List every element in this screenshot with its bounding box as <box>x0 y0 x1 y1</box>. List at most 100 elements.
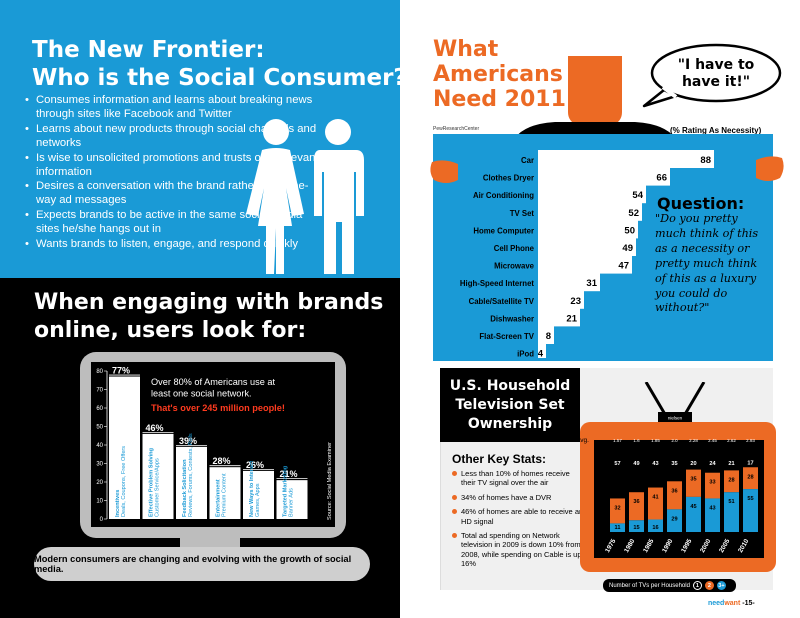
tv-segment-value: 28 <box>747 474 753 480</box>
key-stat-item: 34% of homes have a DVR <box>452 493 584 502</box>
footer-need: need <box>708 600 725 607</box>
y-tick-label: 10 <box>96 499 103 505</box>
tv-bar-segment <box>743 489 758 532</box>
bar <box>276 480 308 519</box>
monitor-highlight: That's over 245 million people! <box>151 403 285 413</box>
tv-segment-value: 36 <box>633 499 639 505</box>
category-label: Incentives Deals, Coupons, Free Offers <box>115 446 127 517</box>
y-tick-label: 50 <box>96 425 103 431</box>
bar-value-label: 28% <box>213 456 231 466</box>
footer-want: want <box>724 600 741 607</box>
category-detail: Premium Content <box>222 473 228 517</box>
social-consumer-item: Expects brands to be active in the same … <box>24 209 324 237</box>
necessity-value: 52 <box>628 208 639 219</box>
necessity-bar <box>538 202 642 221</box>
necessity-category: Microwave <box>494 262 535 271</box>
title-line-2: Who is the Social Consumer? <box>32 65 407 91</box>
key-stat-item: Less than 10% of homes receive their TV … <box>452 469 584 488</box>
key-stats-title: Other Key Stats: <box>452 452 547 466</box>
social-consumer-item: Learns about new products through social… <box>24 123 324 151</box>
necessity-value: 47 <box>618 261 629 272</box>
right-hand-icon <box>756 156 784 181</box>
necessity-value: 4 <box>538 349 544 358</box>
pew-source: PewResearchCenter <box>433 126 480 132</box>
bar <box>176 446 207 519</box>
tv-bar-segment <box>705 454 720 473</box>
bar-value-label: 21% <box>280 469 298 479</box>
monitor-stand <box>180 538 240 548</box>
social-consumer-title: The New Frontier: Who is the Social Cons… <box>32 36 407 92</box>
tv-bar-segment <box>610 454 625 499</box>
legend-dot-2: 2 <box>704 581 714 590</box>
category-name: New Ways to Interact <box>249 461 255 517</box>
avg-value: 2.62 <box>727 438 736 443</box>
bubble-text-1: "I have to <box>678 57 755 73</box>
title-line-1: The New Frontier: <box>32 37 265 63</box>
necessity-bar <box>538 255 632 274</box>
brand-engagement-chart: 0 10 20 30 40 50 60 70 80 77% Incentives Deals, Cou… <box>96 366 333 523</box>
engaging-title: When engaging with brands online, users … <box>34 289 383 345</box>
tv-bar-segment <box>667 509 682 532</box>
tv-segment-value: 55 <box>747 496 753 502</box>
tv-bar-segment <box>705 472 720 499</box>
necessity-category: TV Set <box>510 209 535 218</box>
tv-bar-segment <box>743 467 758 490</box>
legend-dot-3: 3+ <box>716 581 726 590</box>
tv-legend-label: Number of TVs per Household <box>609 582 690 589</box>
antenna-left <box>644 382 668 417</box>
source-label: Source: Social Media Examiner <box>327 442 333 520</box>
antenna-base <box>658 412 692 422</box>
necessity-value: 66 <box>656 173 667 184</box>
necessity-bar <box>538 238 636 256</box>
question-text: "Do you pretty much think of this as a n… <box>655 212 759 315</box>
tv-bar-segment <box>648 487 663 520</box>
y-tick-label: 0 <box>100 517 104 523</box>
page-footer: needwant -15- <box>708 600 755 607</box>
tv-segment-value: 51 <box>728 499 734 505</box>
necessity-value: 8 <box>546 331 551 342</box>
category-detail: Deals, Coupons, Free Offers <box>121 446 127 517</box>
tv-segment-value: 32 <box>614 505 620 511</box>
necessity-bar <box>538 185 646 204</box>
tv-bar-segment <box>667 481 682 510</box>
key-stat-item: Total ad spending on Network television … <box>452 531 584 569</box>
tv-title-box <box>440 368 580 442</box>
avg-value: 2.93 <box>746 438 755 443</box>
key-stat-item: 46% of homes are able to receive an HD s… <box>452 507 584 526</box>
category-label: Effective Problem Solving Customer Servic… <box>149 447 161 517</box>
tv-segment-value: 11 <box>615 525 621 531</box>
category-detail: Games, Apps <box>255 483 261 517</box>
tv-bar-segment <box>686 454 701 470</box>
category-label: Targeted Marketing Banner Ads <box>283 465 295 517</box>
social-consumer-item: Desires a conversation with the brand ra… <box>24 180 324 208</box>
page-number: -15- <box>742 600 755 607</box>
y-tick-label: 20 <box>96 480 103 486</box>
presenter-head-icon <box>568 56 622 128</box>
y-tick-label: 60 <box>96 406 103 412</box>
monitor-text-line: Over 80% of Americans use at <box>151 377 276 387</box>
necessity-category: Air Conditioning <box>473 191 534 200</box>
necessity-value: 54 <box>632 190 643 201</box>
necessity-category: Cell Phone <box>494 244 535 253</box>
necessity-category: Flat-Screen TV <box>479 332 534 341</box>
tv-bar-segment <box>629 454 644 493</box>
category-name: Incentives <box>115 490 121 517</box>
tv-segment-value: 21 <box>728 461 734 467</box>
avg-value: 1.85 <box>651 438 660 443</box>
bar <box>209 467 241 519</box>
key-stats-list: Less than 10% of homes receive their TV … <box>452 469 584 574</box>
social-consumer-item: Is wise to unsolicited promotions and tr… <box>24 152 324 180</box>
tv-segment-value: 33 <box>709 480 715 486</box>
tv-legend: Number of TVs per Household 1 2 3+ <box>603 579 736 592</box>
tv-segment-value: 35 <box>671 461 677 467</box>
necessity-value: 49 <box>622 243 633 254</box>
necessity-labels: Car Clothes Dryer Air Conditioning TV Set Ho… <box>460 156 535 358</box>
necessity-bar <box>538 290 584 309</box>
question-title: Question: <box>657 194 745 213</box>
tv-bar-segment <box>743 454 758 468</box>
rating-label: (% Rating As Necessity) <box>670 126 762 135</box>
tv-segment-value: 43 <box>652 461 658 467</box>
necessity-category: Home Computer <box>473 226 534 235</box>
engaging-title-line-1: When engaging with brands <box>34 290 384 315</box>
category-detail: Reviews, Forums, Contests, Polls <box>188 433 194 517</box>
